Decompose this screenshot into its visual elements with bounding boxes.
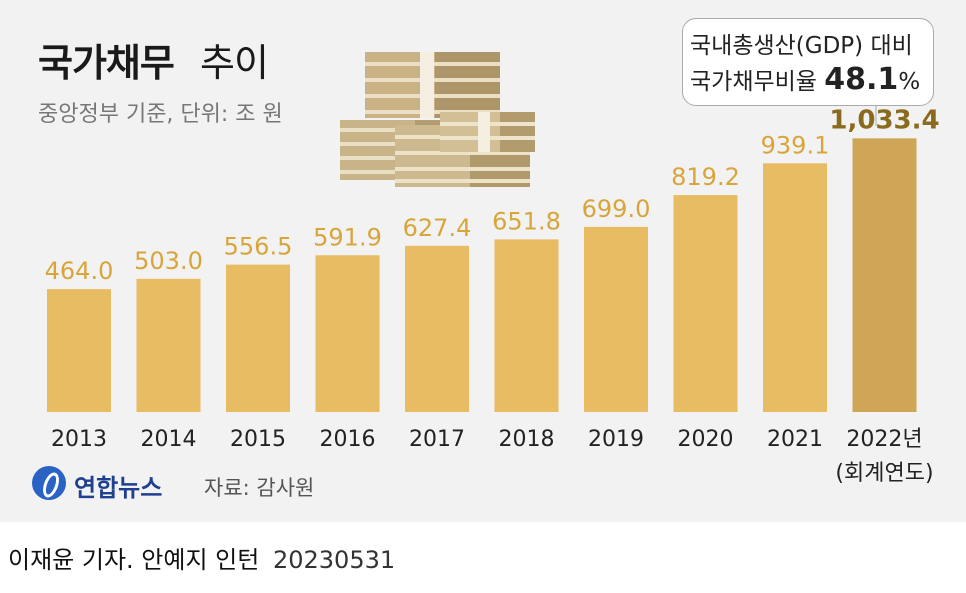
category-label-2014: 2014 xyxy=(141,427,197,452)
value-label-2017: 627.4 xyxy=(403,214,472,242)
bar-2015 xyxy=(226,264,290,412)
bar-2017 xyxy=(405,245,469,412)
category-label-2022년: 2022년 xyxy=(846,427,922,452)
category-label-2021: 2021 xyxy=(767,427,823,452)
category-note: (회계연도) xyxy=(835,461,933,486)
category-label-2019: 2019 xyxy=(588,427,644,452)
bar-2022년 xyxy=(852,138,917,412)
money-stack-icon xyxy=(340,52,535,187)
gdp-callout-label: 국가채무비율 xyxy=(690,69,817,95)
bar-2021 xyxy=(763,163,827,412)
gdp-ratio-unit: % xyxy=(898,69,921,95)
bar-2014 xyxy=(136,278,201,412)
value-label-2019: 699.0 xyxy=(582,195,651,223)
bar-2016 xyxy=(315,255,380,412)
chart-title: 국가채무 xyxy=(38,41,175,85)
bar-2019 xyxy=(584,226,648,412)
chart-title-suffix: 추이 xyxy=(200,41,269,85)
gdp-ratio-callout xyxy=(682,18,934,106)
category-label-2018: 2018 xyxy=(499,427,555,452)
value-label-2022년: 1,033.4 xyxy=(829,105,939,135)
value-label-2014: 503.0 xyxy=(134,247,203,275)
category-label-2017: 2017 xyxy=(409,427,465,452)
value-label-2021: 939.1 xyxy=(761,131,830,159)
bar-2013 xyxy=(47,289,111,412)
credit-date: 20230531 xyxy=(272,546,396,574)
bar-2018 xyxy=(494,239,559,412)
category-label-2015: 2015 xyxy=(230,427,286,452)
gdp-ratio-value: 48.1 xyxy=(824,62,899,97)
gdp-callout-line2: 국가채무비율 48.1% xyxy=(690,62,920,97)
yonhap-logo-icon xyxy=(32,466,66,500)
credit-line: 이재윤 기자. 안예지 인턴 20230531 xyxy=(8,540,395,575)
chart-subtitle: 중앙정부 기준, 단위: 조 원 xyxy=(38,102,283,127)
value-label-2020: 819.2 xyxy=(671,163,740,191)
bar-2020 xyxy=(673,195,738,412)
value-label-2018: 651.8 xyxy=(492,207,561,235)
bar-chart: 464.0 503.0 556.5 591.9 627.4 651.8 699.0 819.2… xyxy=(45,52,940,486)
publisher-logo: 연합뉴스 xyxy=(74,474,163,502)
category-label-2020: 2020 xyxy=(678,427,734,452)
credit-names: 이재윤 기자. 안예지 인턴 xyxy=(8,546,260,574)
value-label-2015: 556.5 xyxy=(224,233,293,261)
value-label-2013: 464.0 xyxy=(45,257,114,285)
category-label-2016: 2016 xyxy=(320,427,376,452)
gdp-callout-line1: 국내총생산(GDP) 대비 xyxy=(690,33,913,59)
category-label-2013: 2013 xyxy=(51,427,107,452)
value-label-2016: 591.9 xyxy=(313,223,382,251)
source-note: 자료: 감사원 xyxy=(204,476,315,500)
